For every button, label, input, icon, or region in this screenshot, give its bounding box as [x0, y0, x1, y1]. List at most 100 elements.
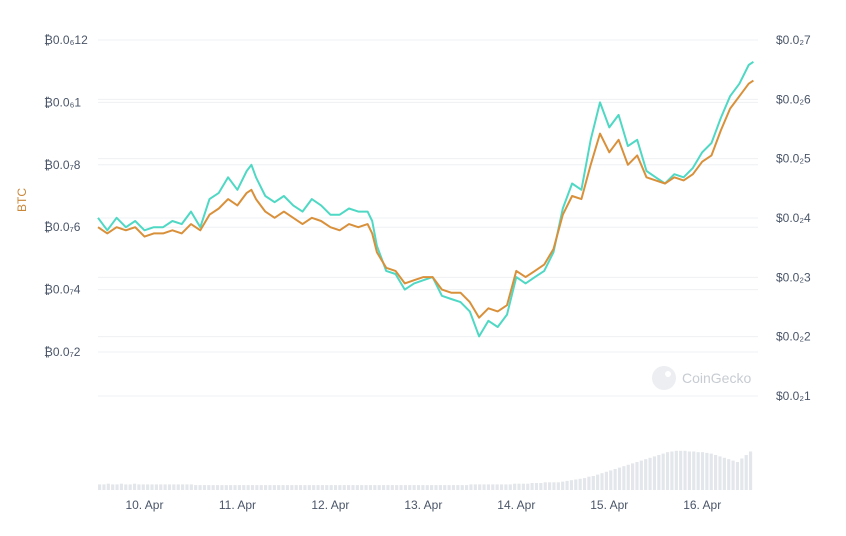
volume-bar [469, 484, 473, 490]
volume-bar [731, 460, 735, 490]
volume-bar [119, 483, 124, 490]
volume-bar [696, 452, 700, 490]
volume-bar [683, 450, 687, 490]
volume-bar [312, 485, 316, 490]
volume-bar [364, 485, 368, 490]
volume-bar [556, 482, 560, 490]
volume-bar [582, 478, 587, 490]
coingecko-logo-icon [652, 366, 676, 390]
volume-bar [578, 478, 582, 490]
volume-bar [285, 485, 290, 490]
volume-bar [565, 480, 569, 490]
volume-bar [665, 452, 670, 490]
volume-bar [181, 484, 185, 490]
left-tick-label: ₿0.0₇2 [44, 345, 81, 359]
series-line-1 [97, 79, 754, 319]
volume-bar [246, 485, 250, 490]
volume-bar [600, 473, 604, 490]
volume-bar [111, 484, 115, 490]
volume-bar [390, 485, 394, 490]
volume-bar [635, 462, 639, 490]
volume-bar [399, 485, 403, 490]
volume-bar [115, 484, 119, 490]
volume-bar [534, 483, 539, 490]
volume-bar [395, 485, 399, 490]
volume-bar [748, 451, 753, 490]
volume-bar [526, 483, 530, 490]
volume-bar [530, 483, 534, 490]
volume-bar [740, 458, 744, 490]
volume-bar [368, 485, 373, 490]
x-tick-label: 15. Apr [590, 498, 628, 512]
volume-bar [552, 482, 556, 490]
volume-bar [198, 485, 202, 490]
volume-bar [639, 460, 643, 490]
volume-bar [303, 485, 307, 490]
volume-bar [412, 485, 416, 490]
volume-bar [290, 485, 294, 490]
volume-bar [521, 483, 525, 490]
volume-bar [687, 451, 691, 490]
volume-bar [386, 485, 390, 490]
volume-bar [325, 485, 329, 490]
coingecko-logo-eye-icon [665, 371, 671, 377]
volume-bar [224, 485, 228, 490]
volume-bar [692, 451, 696, 490]
watermark-text: CoinGecko [682, 370, 751, 386]
left-tick-label: ₿0.0₇4 [44, 283, 81, 297]
volume-bar [159, 484, 163, 490]
volume-bar [652, 456, 657, 490]
volume-bar [277, 485, 281, 490]
volume-bar [268, 485, 272, 490]
volume-bar [360, 485, 364, 490]
grid-lines [98, 39, 758, 397]
volume-bar [425, 485, 429, 490]
right-tick-label: $0.0₂5 [776, 152, 811, 166]
volume-bar [604, 471, 608, 490]
volume-bar [679, 450, 683, 490]
volume-bar [381, 485, 386, 490]
volume-bar [574, 479, 578, 490]
volume-bar [137, 484, 141, 490]
volume-bar [539, 483, 543, 490]
x-tick-label: 13. Apr [404, 498, 442, 512]
volume-bar [294, 485, 298, 490]
volume-bar [548, 482, 552, 490]
x-tick-label: 16. Apr [683, 498, 721, 512]
volume-bar [661, 453, 665, 490]
series-line-0 [97, 60, 754, 338]
volume-bar [316, 485, 320, 490]
volume-bar [229, 485, 233, 490]
volume-bar [473, 484, 477, 490]
volume-bar [644, 459, 648, 490]
volume-bar [355, 485, 359, 490]
volume-bar [202, 485, 207, 490]
volume-bar [709, 453, 713, 490]
volume-bar [351, 485, 355, 490]
volume-bar [281, 485, 285, 490]
volume-bar [176, 484, 180, 490]
volume-bar [451, 485, 456, 490]
volume-bar [443, 485, 447, 490]
volume-bar [674, 450, 678, 490]
volume-bar [508, 484, 512, 490]
volume-bar [264, 485, 268, 490]
volume-bar [705, 452, 709, 490]
volume-bar [320, 485, 324, 490]
left-tick-label: ₿0.0₆12 [44, 33, 88, 47]
volume-bar [185, 484, 189, 490]
volume-bars [98, 450, 753, 490]
volume-bar [591, 476, 595, 490]
volume-bar [128, 484, 132, 490]
volume-bar [456, 485, 460, 490]
volume-bar [307, 485, 311, 490]
right-tick-label: $0.0₂6 [776, 92, 811, 106]
volume-bar [416, 485, 421, 490]
right-axis: $0.0₂7 $0.0₂6 $0.0₂5 $0.0₂4 $0.0₂3 $0.0₂2 $0.0… [776, 33, 811, 403]
volume-bar [259, 485, 263, 490]
y-axis-title: BTC [15, 188, 29, 212]
volume-bar [587, 476, 591, 490]
volume-bar [670, 451, 674, 490]
volume-bar [250, 485, 255, 490]
